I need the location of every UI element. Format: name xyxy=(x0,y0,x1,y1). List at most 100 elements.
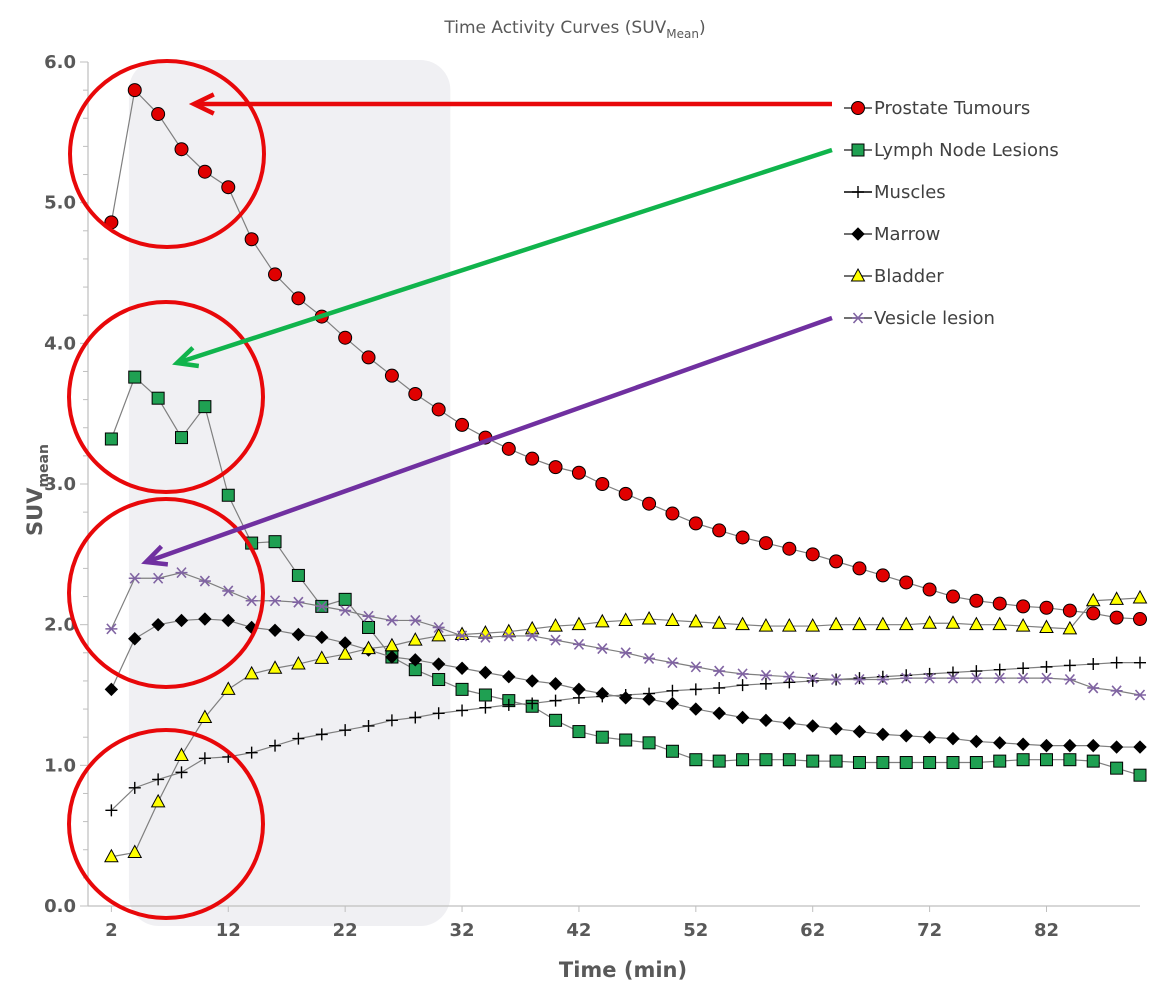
data-point-prostate-tumours xyxy=(1086,606,1101,621)
data-point-marrow xyxy=(268,623,282,638)
data-point-marrow xyxy=(221,613,235,628)
data-point-bladder xyxy=(104,848,119,863)
arrow-vesicle-lesion xyxy=(141,315,833,567)
data-point-prostate-tumours xyxy=(1109,610,1124,625)
data-point-bladder xyxy=(548,618,563,632)
arrow-prostate-tumours-head xyxy=(188,92,215,116)
data-point-bladder xyxy=(1039,619,1054,633)
data-point-vesicle-lesion xyxy=(105,623,118,635)
data-point-vesicle-lesion xyxy=(923,672,936,684)
highlight-circle xyxy=(67,728,265,920)
data-point-marrow xyxy=(969,734,984,749)
data-point-prostate-tumours xyxy=(268,267,283,282)
legend-marker-muscles xyxy=(852,186,864,198)
legend-label-vesicle-lesion: Vesicle lesion xyxy=(874,308,995,329)
annotation-layer xyxy=(67,59,833,920)
x-tick-label: 2 xyxy=(105,920,118,941)
data-point-vesicle-lesion xyxy=(549,634,562,646)
data-point-lymph-node-lesions xyxy=(221,488,235,502)
data-point-marrow xyxy=(735,710,750,725)
data-point-muscles xyxy=(175,766,188,779)
data-point-lymph-node-lesions xyxy=(899,756,913,770)
data-point-muscles xyxy=(432,707,445,720)
legend-label-lymph-node-lesions: Lymph Node Lesions xyxy=(874,140,1059,161)
data-point-marrow xyxy=(315,630,329,645)
y-tick-label: 2.0 xyxy=(44,615,76,636)
data-point-lymph-node-lesions xyxy=(642,736,656,750)
data-point-lymph-node-lesions xyxy=(104,432,118,446)
data-point-marrow xyxy=(548,677,563,691)
data-point-marrow xyxy=(759,713,773,728)
data-point-vesicle-lesion xyxy=(502,630,515,642)
data-point-lymph-node-lesions xyxy=(549,713,563,727)
y-axis-label: SUVmean xyxy=(23,444,52,536)
legend-marker-marrow xyxy=(851,227,865,241)
data-point-vesicle-lesion xyxy=(479,631,492,643)
shaded-region xyxy=(128,60,451,926)
data-point-marrow xyxy=(104,682,119,697)
data-point-muscles xyxy=(1017,662,1030,675)
data-point-muscles xyxy=(315,728,328,741)
data-point-marrow xyxy=(782,716,797,730)
arrow-lymph-node-lesions-shaft xyxy=(176,147,833,366)
data-point-bladder xyxy=(781,618,797,632)
data-point-marrow xyxy=(408,653,422,667)
data-point-lymph-node-lesions xyxy=(455,682,469,696)
data-point-bladder xyxy=(922,615,937,629)
data-point-bladder xyxy=(992,616,1008,631)
legend: Prostate Tumours Lymph Node Lesions Muscle… xyxy=(844,98,1059,329)
data-point-marrow xyxy=(198,612,212,626)
data-point-bladder xyxy=(384,637,400,652)
data-point-bladder xyxy=(127,844,143,859)
x-tick-label: 72 xyxy=(917,920,942,941)
data-point-vesicle-lesion xyxy=(385,614,398,626)
axes-layer: 0.0 1.0 2.0 3.0 4.0 5.0 6.0 2 12 22 32 42 52 62 72 82 xyxy=(44,52,1140,941)
data-point-muscles xyxy=(759,677,772,690)
data-point-prostate-tumours xyxy=(408,386,423,401)
data-point-muscles xyxy=(409,711,422,724)
data-point-lymph-node-lesions xyxy=(852,756,866,770)
data-point-prostate-tumours xyxy=(1062,603,1077,618)
highlight-circle xyxy=(68,59,266,249)
data-point-bladder xyxy=(758,618,774,632)
data-point-vesicle-lesion xyxy=(666,657,679,669)
data-point-bladder xyxy=(875,616,891,631)
data-point-muscles xyxy=(806,674,819,687)
data-point-marrow xyxy=(1016,737,1030,751)
data-point-prostate-tumours xyxy=(899,575,914,590)
data-point-lymph-node-lesions xyxy=(712,754,726,768)
data-point-vesicle-lesion xyxy=(409,614,422,626)
highlight-circle xyxy=(67,300,265,494)
data-point-prostate-tumours xyxy=(571,465,586,480)
data-point-marrow xyxy=(385,650,399,664)
data-point-prostate-tumours xyxy=(197,164,212,179)
data-point-bladder xyxy=(898,616,914,631)
data-point-bladder xyxy=(735,616,750,631)
data-point-marrow xyxy=(1133,740,1147,754)
data-point-marrow xyxy=(829,722,843,736)
data-point-lymph-node-lesions xyxy=(1086,754,1100,768)
data-point-prostate-tumours xyxy=(852,561,867,576)
data-point-vesicle-lesion xyxy=(643,652,656,664)
data-point-muscles xyxy=(689,683,702,696)
x-tick-label: 62 xyxy=(800,920,825,941)
data-point-lymph-node-lesions xyxy=(665,744,679,758)
data-point-marrow xyxy=(478,665,493,680)
data-point-muscles xyxy=(456,704,469,717)
data-point-marrow xyxy=(572,682,586,697)
data-point-marrow xyxy=(993,736,1007,750)
data-point-vesicle-lesion xyxy=(269,595,282,607)
data-point-prostate-tumours xyxy=(782,541,797,556)
arrow-prostate-tumours xyxy=(188,92,832,116)
data-point-muscles xyxy=(128,781,141,794)
data-point-bladder xyxy=(454,626,470,641)
data-point-muscles xyxy=(152,773,165,786)
data-point-vesicle-lesion xyxy=(596,643,609,655)
data-point-bladder xyxy=(244,665,259,680)
y-tick-label: 1.0 xyxy=(44,755,76,776)
series-vesicle-lesion xyxy=(105,567,1146,701)
data-point-prostate-tumours xyxy=(735,530,750,545)
data-point-lymph-node-lesions xyxy=(362,620,376,634)
data-point-prostate-tumours xyxy=(595,477,610,491)
data-point-vesicle-lesion xyxy=(946,672,959,684)
